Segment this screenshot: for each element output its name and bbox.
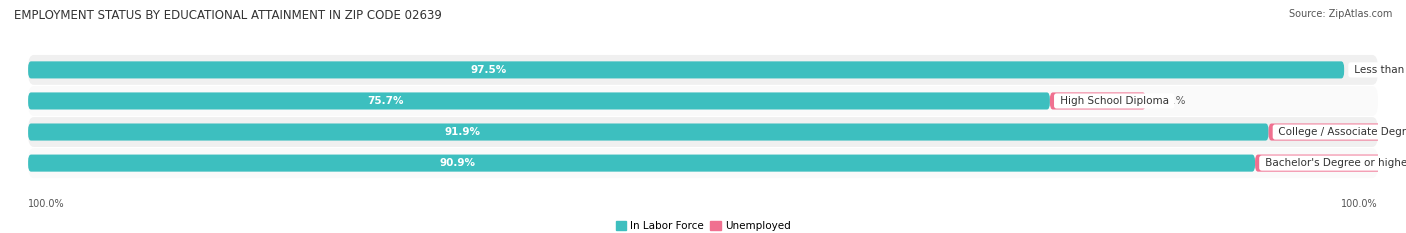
FancyBboxPatch shape (28, 93, 1050, 110)
Text: High School Diploma: High School Diploma (1057, 96, 1171, 106)
Text: Source: ZipAtlas.com: Source: ZipAtlas.com (1288, 9, 1392, 19)
FancyBboxPatch shape (28, 148, 1378, 178)
Legend: In Labor Force, Unemployed: In Labor Force, Unemployed (612, 217, 794, 233)
Text: 90.9%: 90.9% (440, 158, 475, 168)
Text: College / Associate Degree: College / Associate Degree (1275, 127, 1406, 137)
Text: 91.9%: 91.9% (444, 127, 481, 137)
Text: 97.5%: 97.5% (471, 65, 506, 75)
FancyBboxPatch shape (28, 154, 1256, 172)
FancyBboxPatch shape (1268, 123, 1384, 140)
FancyBboxPatch shape (28, 117, 1378, 147)
FancyBboxPatch shape (28, 55, 1378, 85)
FancyBboxPatch shape (1050, 93, 1146, 110)
Text: 100.0%: 100.0% (28, 199, 65, 209)
FancyBboxPatch shape (28, 86, 1378, 116)
Text: 7.1%: 7.1% (1159, 96, 1185, 106)
Text: 8.5%: 8.5% (1396, 127, 1406, 137)
Text: 75.7%: 75.7% (367, 96, 404, 106)
Text: 0.0%: 0.0% (1358, 65, 1384, 75)
FancyBboxPatch shape (28, 61, 1344, 79)
Text: Less than High School: Less than High School (1351, 65, 1406, 75)
FancyBboxPatch shape (1256, 154, 1406, 172)
Text: Bachelor's Degree or higher: Bachelor's Degree or higher (1261, 158, 1406, 168)
Text: 100.0%: 100.0% (1341, 199, 1378, 209)
FancyBboxPatch shape (28, 123, 1268, 140)
Text: EMPLOYMENT STATUS BY EDUCATIONAL ATTAINMENT IN ZIP CODE 02639: EMPLOYMENT STATUS BY EDUCATIONAL ATTAINM… (14, 9, 441, 22)
